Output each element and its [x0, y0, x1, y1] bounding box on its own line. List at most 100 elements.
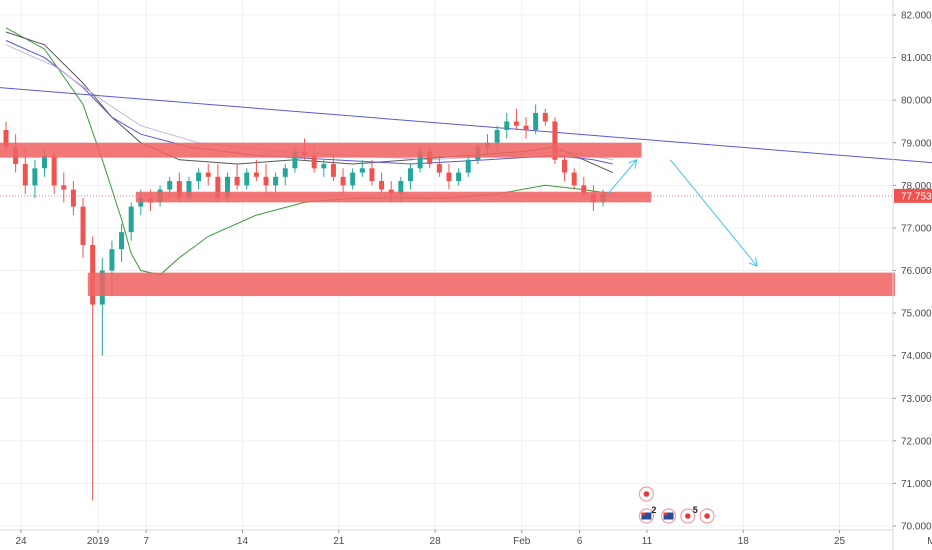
candle: [128, 206, 134, 233]
candle: [292, 151, 298, 169]
time-tick-label: 25: [834, 536, 846, 547]
candle: [465, 159, 471, 173]
candle: [340, 176, 346, 186]
candle: [273, 176, 279, 186]
time-tick-label: 14: [237, 536, 249, 547]
candle: [32, 168, 38, 186]
candle: [234, 176, 240, 186]
candle: [70, 189, 76, 207]
support-resistance-zone[interactable]: [0, 142, 642, 158]
price-tick-label: 78.000: [901, 181, 932, 192]
candle: [513, 121, 519, 126]
candle: [542, 112, 548, 122]
arrow-head: [628, 158, 638, 169]
candle: [446, 172, 452, 182]
flag-icon: [663, 512, 674, 520]
flag-icon-detail: [641, 512, 646, 516]
flag-icon: [641, 512, 652, 520]
candle: [350, 172, 356, 186]
price-tick-label: 71.000: [901, 479, 932, 490]
candle: [552, 121, 558, 160]
candle: [504, 121, 510, 130]
price-tick-label: 80.000: [901, 96, 932, 107]
zones[interactable]: [0, 142, 896, 297]
time-tick-label: 2019: [87, 536, 110, 547]
candle: [311, 155, 317, 169]
last-price-badge: [894, 188, 932, 203]
candles: [3, 104, 606, 501]
event-dot-icon: [704, 513, 710, 519]
candle: [42, 155, 48, 169]
candle: [533, 112, 539, 130]
candle: [436, 164, 442, 173]
event-count: 5: [693, 505, 698, 515]
support-resistance-zone[interactable]: [87, 272, 896, 297]
candle: [22, 164, 28, 186]
candle: [581, 185, 587, 194]
price-tick-label: 74.000: [901, 351, 932, 362]
time-tick-label: Mar: [927, 536, 932, 547]
price-tick-label: 75.000: [901, 309, 932, 320]
time-tick-label: 7: [143, 536, 149, 547]
candle: [571, 172, 577, 186]
candle: [523, 125, 529, 130]
trend-line[interactable]: [0, 87, 932, 164]
support-resistance-zone[interactable]: [136, 191, 652, 203]
candle: [215, 176, 221, 199]
price-tick-label: 77.000: [901, 223, 932, 234]
arrows[interactable]: [607, 158, 758, 268]
projection-arrow[interactable]: [607, 159, 638, 195]
candle: [205, 172, 211, 177]
candle: [3, 129, 9, 148]
candle: [494, 129, 500, 143]
projection-arrow[interactable]: [670, 159, 758, 267]
candle: [167, 181, 173, 190]
candle: [456, 172, 462, 182]
event-count: 2: [651, 505, 656, 515]
time-tick-label: 21: [333, 536, 345, 547]
price-tick-label: 72.000: [901, 436, 932, 447]
candle: [562, 159, 568, 173]
candle: [330, 164, 336, 177]
candle: [398, 181, 404, 194]
candle: [176, 181, 182, 199]
candle: [321, 164, 327, 169]
candle: [224, 176, 230, 199]
price-tick-label: 73.000: [901, 394, 932, 405]
candle: [119, 232, 125, 250]
event-dot-icon: [685, 513, 691, 519]
time-tick-label: 11: [642, 536, 653, 547]
last-price-label: 77.753: [901, 191, 932, 202]
candle: [263, 176, 269, 186]
trend-line[interactable]: [0, 87, 932, 164]
candle: [379, 181, 385, 190]
time-tick-label: 18: [738, 536, 750, 547]
candle: [61, 185, 67, 190]
candle: [80, 206, 86, 245]
candle: [244, 172, 250, 186]
candle: [369, 168, 375, 182]
price-tick-label: 70.000: [901, 522, 932, 533]
candle: [282, 168, 288, 177]
candle: [196, 172, 202, 182]
time-tick-label: 24: [15, 536, 27, 547]
flag-icon-detail: [663, 512, 668, 516]
event-dot-icon: [643, 491, 650, 497]
candle: [51, 155, 57, 186]
candle: [359, 168, 365, 173]
price-tick-label: 76.000: [901, 266, 932, 277]
candle: [109, 249, 115, 271]
grid: [0, 0, 893, 530]
candle: [186, 181, 192, 199]
price-tick-label: 81.000: [901, 53, 932, 64]
price-tick-label: 79.000: [901, 138, 932, 149]
time-tick-label: Feb: [513, 536, 531, 547]
price-axis[interactable]: 70.000 71.000 72.000 73.000 74.000 75.000 76.0…: [892, 0, 932, 550]
arrow-head: [748, 257, 758, 268]
time-tick-label: 28: [430, 536, 442, 547]
candle: [407, 168, 413, 182]
candle: [388, 189, 394, 194]
time-axis[interactable]: 24 2019 7 14 21 28 Feb 6 11 18 25 Mar: [0, 529, 932, 547]
